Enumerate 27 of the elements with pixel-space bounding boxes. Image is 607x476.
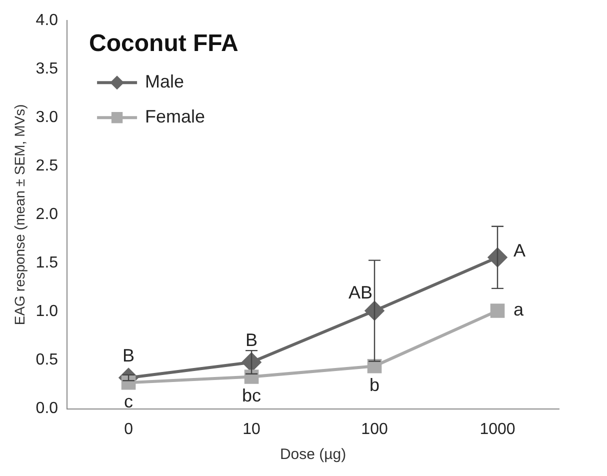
y-tick-label: 1.0 [36,303,58,320]
y-tick-label: 3.0 [36,109,58,126]
annotation: AB [348,282,373,303]
x-tick-label: 10 [242,420,261,438]
x-tick-label: 0 [124,420,134,438]
x-axis-title: Dose (µg) [280,446,346,464]
y-tick-label: 3.5 [36,60,58,78]
y-tick-label: 2.5 [36,158,58,175]
x-tick-label: 100 [361,420,388,438]
annotation: b [370,375,380,396]
annotation: A [514,240,526,260]
annotation: c [124,392,134,412]
y-tick-label: 0.0 [36,400,58,418]
y-tick-label: 1.5 [36,254,58,272]
y-axis-title: EAG response (mean ± SEM, MVs) [11,104,28,326]
chart-title: Coconut FFA [89,30,238,58]
y-tick-label: 4.0 [36,12,58,30]
y-tick-label: 2.0 [36,206,58,224]
y-tick-label: 0.5 [36,352,58,369]
x-tick-label: 1000 [480,420,516,438]
annotation: a [514,300,525,320]
legend-label: Male [145,72,184,92]
annotation: B [122,346,135,366]
point [490,304,505,318]
legend-label: Female [145,106,206,127]
annotation: bc [242,386,262,406]
annotation: B [246,330,258,350]
